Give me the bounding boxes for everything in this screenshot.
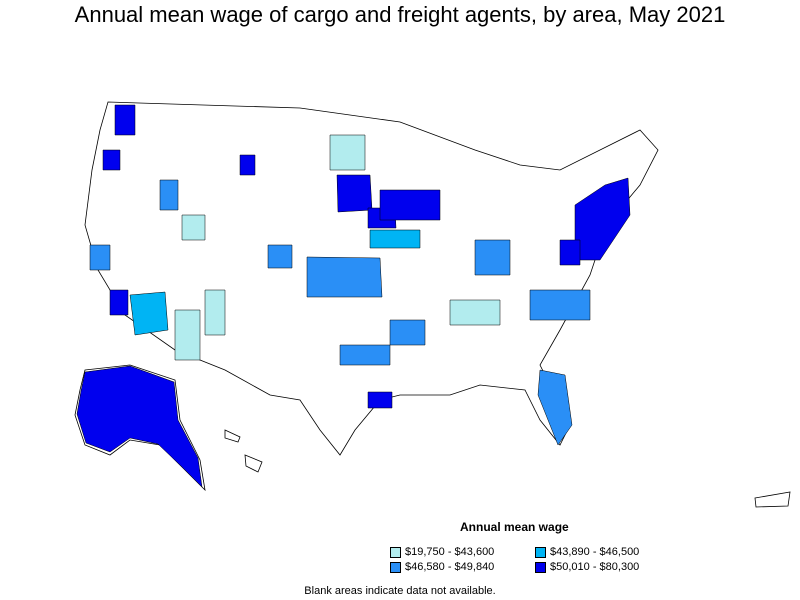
region-louisiana (339, 344, 391, 366)
legend-swatch-3 (390, 561, 401, 573)
footnote: Blank areas indicate data not available. (304, 585, 496, 597)
region-florida (537, 369, 573, 446)
legend-label-1: $19,750 - $43,600 (405, 546, 495, 558)
region-carolinas (529, 289, 591, 321)
region-sf (89, 244, 111, 271)
legend-item-3: $46,580 - $49,840 (390, 561, 494, 573)
region-nd-light (329, 134, 366, 171)
region-seattle (114, 104, 136, 136)
region-midwest-b (369, 229, 421, 249)
legend-title: Annual mean wage (460, 520, 569, 534)
region-montana (239, 154, 256, 176)
region-dallas (389, 319, 426, 346)
region-la (109, 289, 129, 316)
region-alaska (76, 365, 203, 488)
legend-item-4: $50,010 - $80,300 (535, 561, 639, 573)
region-dc (559, 239, 581, 266)
legend-swatch-2 (535, 546, 546, 558)
region-houston (367, 391, 393, 409)
region-kansas (306, 256, 383, 298)
region-portland (102, 149, 121, 171)
region-ohio (474, 239, 511, 276)
region-colorado (267, 244, 293, 269)
legend-label-3: $46,580 - $49,840 (405, 561, 495, 573)
legend-label-2: $43,890 - $46,500 (550, 546, 640, 558)
wage-regions (76, 104, 631, 488)
region-utah-light (181, 214, 206, 241)
region-midwest-a (379, 189, 441, 221)
legend-swatch-1 (390, 546, 401, 558)
legend-swatch-4 (535, 561, 546, 573)
region-minnesota (336, 174, 373, 213)
region-sw-light (174, 309, 201, 361)
legend-label-4: $50,010 - $80,300 (550, 561, 640, 573)
legend-item-1: $19,750 - $43,600 (390, 546, 494, 558)
region-tennessee (449, 299, 501, 326)
region-nm-light (204, 289, 226, 336)
legend-item-2: $43,890 - $46,500 (535, 546, 639, 558)
map-title: Annual mean wage of cargo and freight ag… (74, 2, 726, 27)
region-arizona (129, 291, 169, 336)
region-idaho (159, 179, 179, 211)
